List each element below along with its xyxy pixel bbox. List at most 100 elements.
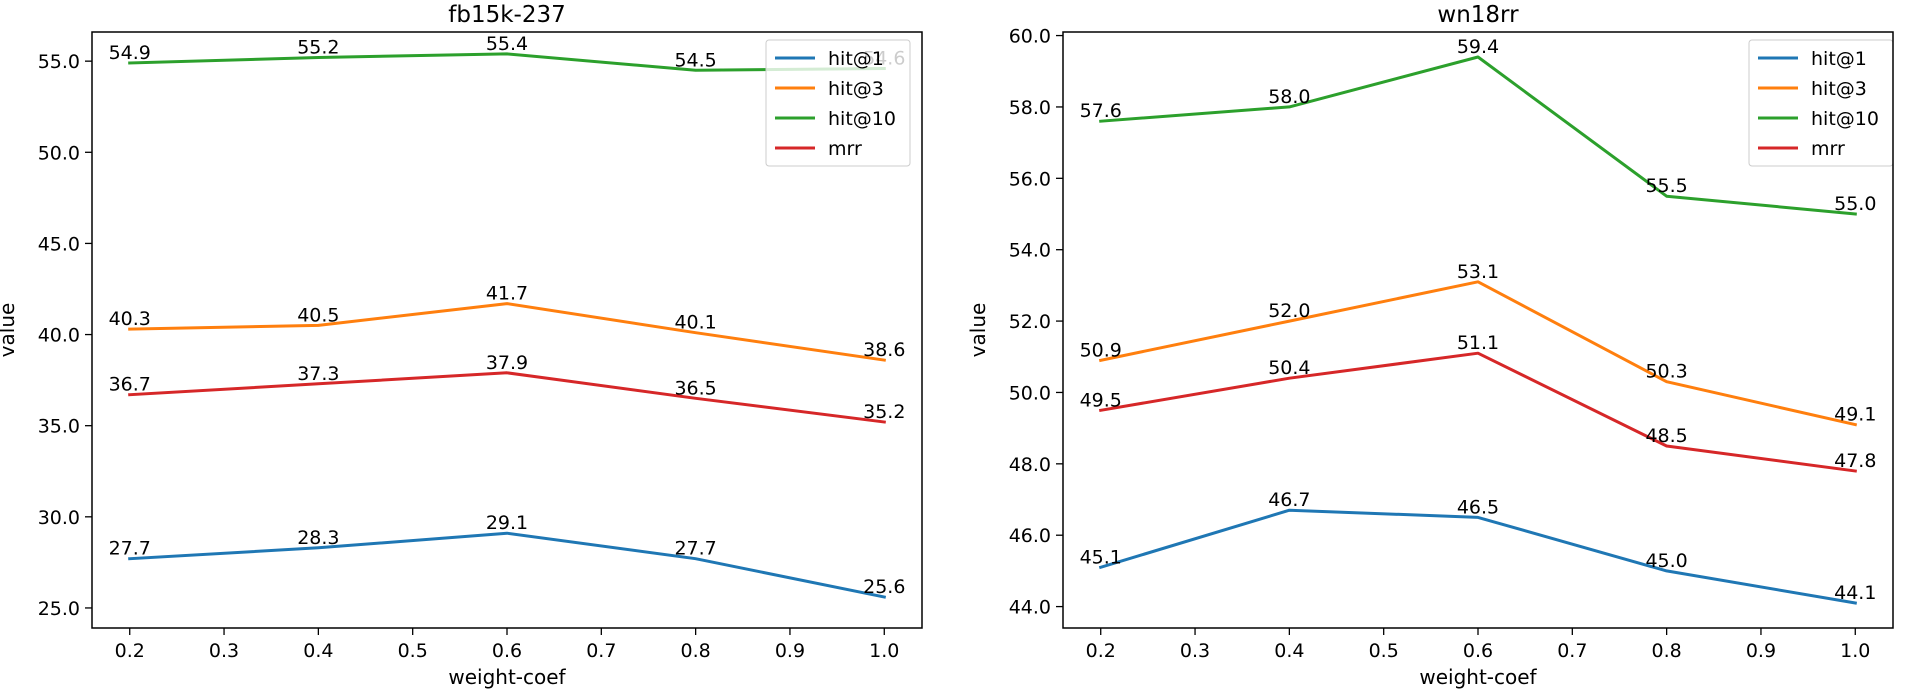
chart-2-data-label-hit@10: 55.0 [1834, 193, 1876, 215]
chart-1-y-tick-label: 40.0 [38, 325, 80, 347]
chart-2-plot-frame [1062, 31, 1894, 629]
chart-2-series-hit@1-line [1098, 508, 1858, 605]
chart-2-x-tick-label: 0.5 [1369, 640, 1399, 662]
chart-2-data-label-mrr: 50.4 [1268, 357, 1310, 379]
chart-2-x-tick-label: 0.4 [1274, 640, 1304, 662]
chart-2-data-label-hit@3: 53.1 [1457, 261, 1499, 283]
chart-1-series-mrr-line [128, 371, 886, 424]
chart-2-data-label-hit@10: 55.5 [1645, 175, 1687, 197]
chart-2-data-label-mrr: 51.1 [1457, 332, 1499, 354]
chart-2-data-label-hit@10: 58.0 [1268, 86, 1310, 108]
chart-2-y-tick-label: 54.0 [1009, 240, 1051, 262]
chart-1-y-tick-label: 45.0 [38, 233, 80, 255]
chart-1-x-tick-label: 0.2 [115, 640, 145, 662]
chart-2-data-label-mrr: 49.5 [1080, 389, 1122, 411]
chart-2-series-hit@3-line [1098, 280, 1858, 427]
chart-2-data-label-hit@1: 46.5 [1457, 496, 1499, 518]
chart-1-y-axis-label: value [0, 303, 19, 358]
chart-2-legend-label-hit@3: hit@3 [1811, 78, 1867, 100]
chart-2-data-label-hit@1: 46.7 [1268, 489, 1310, 511]
chart-2-data-label-mrr: 48.5 [1645, 425, 1687, 447]
chart-2-x-tick-label: 0.6 [1463, 640, 1493, 662]
chart-1-y-tick-label: 35.0 [38, 416, 80, 438]
chart-1-data-label-mrr: 37.3 [297, 363, 339, 385]
chart-2-x-tick-label: 1.0 [1840, 640, 1870, 662]
chart-1-data-label-hit@1: 29.1 [486, 512, 528, 534]
chart-2-x-tick-label: 0.9 [1746, 640, 1776, 662]
chart-2-y-axis-label: value [966, 303, 990, 358]
chart-2-series-hit@10-line [1099, 55, 1857, 216]
chart-2-y-tick-label: 48.0 [1009, 454, 1051, 476]
chart-2-data-label-hit@3: 49.1 [1834, 404, 1876, 426]
chart-2-legend-label-hit@10: hit@10 [1811, 108, 1879, 130]
chart-2-y-tick-label: 44.0 [1009, 597, 1051, 619]
chart-2-data-label-hit@1: 44.1 [1834, 582, 1876, 604]
chart-2: wn18rr 0.2 0.3 0.4 0.5 0.6 0.7 0.8 0.9 1.0 44.0 46.… [966, 2, 1894, 689]
chart-1-data-label-hit@1: 28.3 [297, 527, 339, 549]
chart-2-series-mrr-line [1098, 351, 1857, 473]
chart-1-y-tick-label: 50.0 [38, 142, 80, 164]
chart-2-data-label-hit@3: 50.3 [1645, 361, 1687, 383]
chart-1-legend-label-hit@3: hit@3 [828, 78, 884, 100]
chart-1-x-tick-label: 0.6 [492, 640, 522, 662]
chart-1-series-hit@3-line [128, 302, 886, 362]
chart-2-x-tick-label: 0.8 [1652, 640, 1682, 662]
chart-1-data-label-hit@3: 40.1 [674, 312, 716, 334]
chart-2-y-tick-label: 56.0 [1009, 168, 1051, 190]
chart-2-data-label-hit@3: 50.9 [1080, 339, 1122, 361]
chart-2-data-label-hit@10: 59.4 [1457, 36, 1499, 58]
chart-1-data-label-hit@10: 54.9 [109, 42, 151, 64]
chart-2-y-tick-label: 52.0 [1009, 311, 1051, 333]
chart-1-x-tick-label: 0.7 [586, 640, 616, 662]
chart-1-data-label-hit@10: 55.4 [486, 33, 528, 55]
chart-2-data-label-hit@10: 57.6 [1080, 100, 1122, 122]
chart-1-data-label-hit@3: 40.3 [109, 308, 151, 330]
chart-1-legend-label-mrr: mrr [828, 138, 862, 160]
chart-1-data-label-hit@3: 38.6 [863, 339, 905, 361]
chart-1-data-label-hit@3: 41.7 [486, 283, 528, 305]
chart-1-x-tick-label: 0.9 [775, 640, 805, 662]
chart-1-x-tick-label: 1.0 [869, 640, 899, 662]
chart-1-x-tick-label: 0.3 [209, 640, 239, 662]
chart-1-data-label-mrr: 36.7 [109, 374, 151, 396]
chart-2-y-tick-label: 50.0 [1009, 382, 1051, 404]
chart-1-data-label-hit@1: 25.6 [863, 576, 905, 598]
chart-1: fb15k-237 0.2 0.3 0.4 0.5 0.6 0.7 0.8 0.9 1.0 25.0… [0, 2, 923, 689]
chart-1-data-label-mrr: 36.5 [674, 377, 716, 399]
chart-1-data-label-mrr: 37.9 [486, 352, 528, 374]
chart-1-data-label-hit@10: 55.2 [297, 37, 339, 59]
chart-2-x-tick-label: 0.7 [1557, 640, 1587, 662]
chart-2-y-tick-label: 60.0 [1009, 26, 1051, 48]
chart-1-title: fb15k-237 [448, 2, 565, 28]
chart-2-legend-label-hit@1: hit@1 [1811, 48, 1867, 70]
chart-1-x-tick-label: 0.4 [303, 640, 333, 662]
chart-1-x-tick-label: 0.8 [681, 640, 711, 662]
chart-1-data-label-hit@1: 27.7 [674, 538, 716, 560]
chart-2-legend-label-mrr: mrr [1811, 138, 1845, 160]
chart-1-data-label-hit@10: 54.5 [674, 49, 716, 71]
chart-2-data-label-hit@1: 45.1 [1080, 546, 1122, 568]
chart-1-y-tick-label: 55.0 [38, 51, 80, 73]
chart-1-x-tick-label: 0.5 [398, 640, 428, 662]
chart-2-x-tick-label: 0.3 [1180, 640, 1210, 662]
chart-1-x-axis-label: weight-coef [448, 665, 566, 689]
chart-2-data-label-hit@1: 45.0 [1645, 550, 1687, 572]
chart-2-x-tick-label: 0.2 [1086, 640, 1116, 662]
chart-1-series-hit@1-line [128, 531, 887, 599]
chart-1-data-label-hit@1: 27.7 [109, 538, 151, 560]
chart-1-y-tick-label: 25.0 [38, 598, 80, 620]
chart-1-legend-box [765, 39, 911, 167]
chart-2-data-label-hit@3: 52.0 [1268, 300, 1310, 322]
chart-2-data-label-mrr: 47.8 [1834, 450, 1876, 472]
chart-2-y-tick-label: 58.0 [1009, 97, 1051, 119]
chart-1-y-tick-label: 30.0 [38, 507, 80, 529]
chart-1-plot-frame [91, 31, 923, 629]
chart-1-legend-label-hit@10: hit@10 [828, 108, 896, 130]
chart-2-y-tick-label: 46.0 [1009, 525, 1051, 547]
chart-2-title: wn18rr [1437, 2, 1519, 28]
chart-1-legend-label-hit@1: hit@1 [828, 48, 884, 70]
chart-2-x-axis-label: weight-coef [1419, 665, 1537, 689]
chart-1-data-label-mrr: 35.2 [863, 401, 905, 423]
chart-1-series-hit@10-line [128, 52, 886, 72]
